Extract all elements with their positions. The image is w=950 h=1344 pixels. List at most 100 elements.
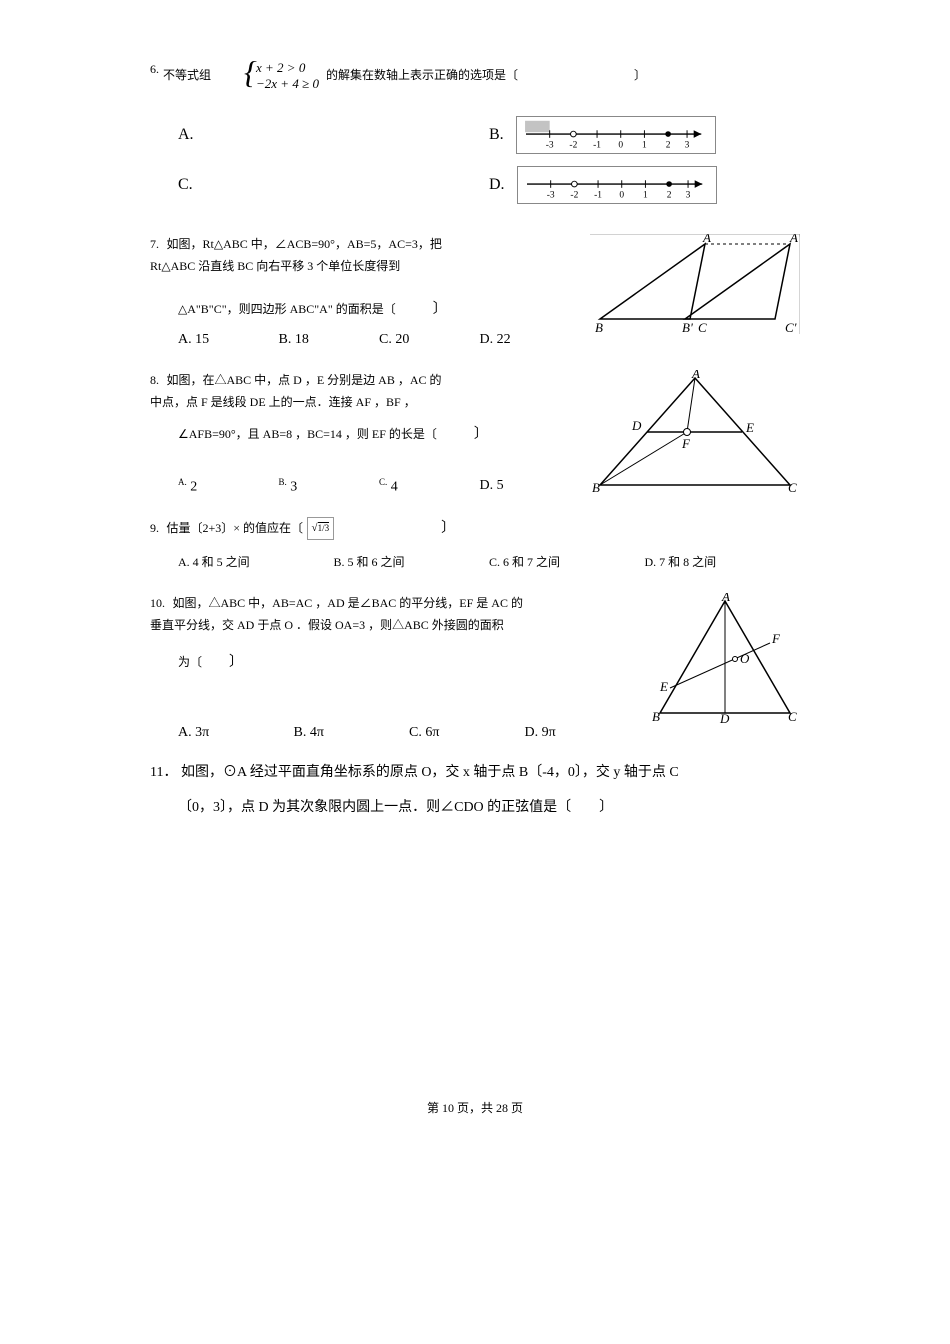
q7-l1: 如图，Rt△ABC 中，∠ACB=90°，AB=5，AC=3，把 xyxy=(167,237,442,251)
q7-end: 〕 xyxy=(433,302,447,317)
q6-opt-c-label: C. xyxy=(178,172,193,198)
q6-num: 6. xyxy=(150,60,159,79)
q6-opt-d-label: D. xyxy=(489,172,505,198)
q7-l2: Rt△ABC 沿直线 BC 向右平移 3 个单位长度得到 xyxy=(150,259,400,273)
q9-opts: A. 4 和 5 之间 B. 5 和 6 之间 C. 6 和 7 之间 D. 7… xyxy=(178,552,800,574)
svg-text:3: 3 xyxy=(684,140,689,150)
svg-text:E: E xyxy=(659,679,668,694)
q11-l2-wrap: 〔0，3〕，点 D 为其次象限内圆上一点．则∠CDO 的正弦值是〔 〕 xyxy=(178,797,800,819)
footer-after: 页 xyxy=(508,1101,523,1115)
q8-opt-a-label: A. xyxy=(178,477,187,487)
svg-text:-1: -1 xyxy=(593,140,601,150)
q11-l1: 如图，⊙A 经过平面直角坐标系的原点 O，交 x 轴于点 B〔-4，0〕，交 y… xyxy=(181,765,679,780)
q8-l1: 如图，在△ABC 中，点 D ，E 分别是边 AB ，AC 的 xyxy=(167,373,442,387)
q10-num: 10. xyxy=(150,596,165,610)
svg-text:C: C xyxy=(788,480,797,495)
q6-body: 不等式组 x + 2 > 0 −2x + 4 ≥ 0 的解集在数轴上表示正确的选… xyxy=(163,60,800,92)
q9-opt-a: A. 4 和 5 之间 xyxy=(178,552,334,574)
q8-opt-c-val: 4 xyxy=(391,479,398,494)
q10-l3: 为〔 xyxy=(178,655,202,669)
q7-num: 7. xyxy=(150,237,159,251)
q6-end: 〕 xyxy=(634,68,646,82)
q10-opts: A. 3π B. 4π C. 6π D. 9π xyxy=(178,722,640,744)
q7-l3: △A"B"C"，则四边形 ABC"A" 的面积是〔 xyxy=(178,302,396,316)
svg-text:B: B xyxy=(592,480,600,495)
footer-before: 第 xyxy=(427,1101,442,1115)
q9-end: 〕 xyxy=(441,521,455,536)
footer-page: 10 xyxy=(442,1101,454,1115)
q6-brace-line2: −2x + 4 ≥ 0 xyxy=(256,76,319,92)
svg-text:1: 1 xyxy=(643,190,648,200)
svg-text:E: E xyxy=(745,420,754,435)
q8-opt-a-val: 2 xyxy=(190,479,197,494)
q7-opt-b: B. 18 xyxy=(279,329,380,351)
footer-mid: 页，共 xyxy=(454,1101,496,1115)
svg-text:C': C' xyxy=(785,320,797,334)
q9-num: 9. xyxy=(150,521,159,535)
q10-figure: A B C D E F O xyxy=(650,593,800,723)
svg-text:-2: -2 xyxy=(570,190,578,200)
svg-text:-2: -2 xyxy=(569,140,577,150)
footer-total: 28 xyxy=(496,1101,508,1115)
q8-opt-a: A. 2 xyxy=(178,475,279,499)
q9-opt-b: B. 5 和 6 之间 xyxy=(334,552,490,574)
q8-end: 〕 xyxy=(474,427,488,442)
q8-opt-b: B. 3 xyxy=(279,475,380,499)
q6-opt-c: C. xyxy=(178,166,489,204)
svg-text:1: 1 xyxy=(642,140,647,150)
q8-opt-c: C. 4 xyxy=(379,475,480,499)
svg-text:A: A xyxy=(721,593,730,604)
q7-opt-d: D. 22 xyxy=(480,329,581,351)
q10-l1: 如图，△ABC 中，AB=AC ，AD 是∠BAC 的平分线，EF 是 AC 的 xyxy=(173,596,523,610)
svg-text:O: O xyxy=(740,651,750,666)
numberline-d-icon: -3 -2 -1 0 1 2 3 xyxy=(517,166,717,204)
svg-text:A: A xyxy=(691,370,700,381)
svg-text:A': A' xyxy=(789,234,800,245)
svg-text:2: 2 xyxy=(665,140,670,150)
svg-text:-1: -1 xyxy=(594,190,602,200)
svg-text:F: F xyxy=(771,631,781,646)
q7-opt-a: A. 15 xyxy=(178,329,279,351)
q6-brace: x + 2 > 0 −2x + 4 ≥ 0 xyxy=(244,60,319,92)
q8-figure: A B C D E F xyxy=(590,370,800,495)
q6-prefix: 不等式组 xyxy=(163,68,211,82)
q9-opt-d: D. 7 和 8 之间 xyxy=(645,552,801,574)
q6-opt-a-label: A. xyxy=(178,122,194,148)
question-7: A A' B B' C C' 7. 如图，Rt△ABC 中，∠ACB=90°，A… xyxy=(150,234,800,352)
q10-end: 〕 xyxy=(229,655,243,670)
q6-opt-b: B. -3 -2 -1 0 1 2 xyxy=(489,116,800,154)
q6-opt-b-label: B. xyxy=(489,122,504,148)
numberline-b-icon: -3 -2 -1 0 1 2 3 xyxy=(516,116,716,154)
q10-opt-c: C. 6π xyxy=(409,722,525,744)
q8-opt-b-label: B. xyxy=(279,477,287,487)
q7-opt-c: C. 20 xyxy=(379,329,480,351)
q11-l2: 〔0，3〕，点 D 为其次象限内圆上一点．则∠CDO 的正弦值是〔 〕 xyxy=(178,800,613,815)
q6-opt-d: D. -3 -2 -1 0 1 2 3 xyxy=(489,166,800,204)
q10-opt-a: A. 3π xyxy=(178,722,294,744)
svg-text:0: 0 xyxy=(619,190,624,200)
svg-text:D: D xyxy=(719,711,730,723)
page-footer: 第 10 页，共 28 页 xyxy=(150,1099,800,1118)
q10-l2: 垂直平分线，交 AD 于点 O ．假设 OA=3 ，则△ABC 外接圆的面积 xyxy=(150,618,504,632)
svg-text:B: B xyxy=(595,320,603,334)
q9-opt-c: C. 6 和 7 之间 xyxy=(489,552,645,574)
svg-text:C: C xyxy=(788,709,797,723)
q8-opt-b-val: 3 xyxy=(290,479,297,494)
q8-opt-c-label: C. xyxy=(379,477,387,487)
sqrt-icon: √1/3 xyxy=(307,517,335,541)
svg-text:3: 3 xyxy=(685,190,690,200)
svg-text:A: A xyxy=(702,234,711,245)
q8-opt-d: D. 5 xyxy=(480,475,581,499)
q6-brace-line1: x + 2 > 0 xyxy=(256,60,319,76)
svg-text:-3: -3 xyxy=(545,140,553,150)
q8-num: 8. xyxy=(150,373,159,387)
q6-suffix: 的解集在数轴上表示正确的选项是〔 xyxy=(326,68,518,82)
svg-text:0: 0 xyxy=(618,140,623,150)
q9-text: 估量〔2+3〕× 的值应在〔 xyxy=(167,521,304,535)
svg-text:B: B xyxy=(652,709,660,723)
svg-text:2: 2 xyxy=(666,190,671,200)
q7-figure: A A' B B' C C' xyxy=(590,234,800,334)
q7-opts: A. 15 B. 18 C. 20 D. 22 xyxy=(178,329,580,351)
q6-options: A. B. -3 -2 -1 0 1 xyxy=(178,116,800,216)
q11-num: 11． xyxy=(150,765,177,780)
